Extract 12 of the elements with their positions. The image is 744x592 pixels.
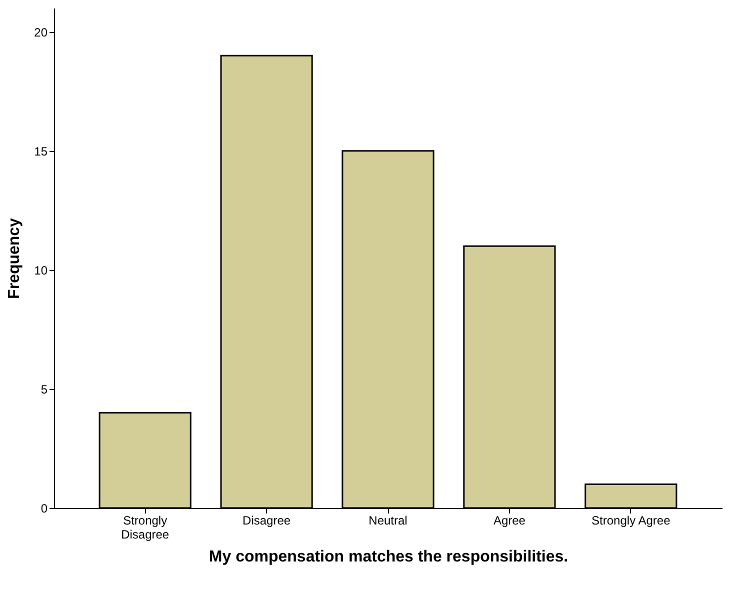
x-tick-label: Strongly Disagree [121, 514, 170, 542]
x-axis-title: My compensation matches the responsibilities. [208, 548, 568, 566]
x-tick-label: Disagree [242, 514, 291, 528]
x-tick-label: Strongly Agree [592, 514, 671, 528]
y-tick-label: 15 [34, 144, 48, 158]
y-tick-label: 20 [34, 25, 48, 40]
y-tick-label: 0 [40, 502, 48, 516]
y-axis-title: Frequency [6, 218, 24, 299]
y-tick-label: 10 [34, 263, 48, 278]
x-tick-label: Agree [493, 514, 526, 528]
y-tick-label: 5 [40, 382, 48, 396]
x-tick-label: Neutral [368, 514, 408, 528]
